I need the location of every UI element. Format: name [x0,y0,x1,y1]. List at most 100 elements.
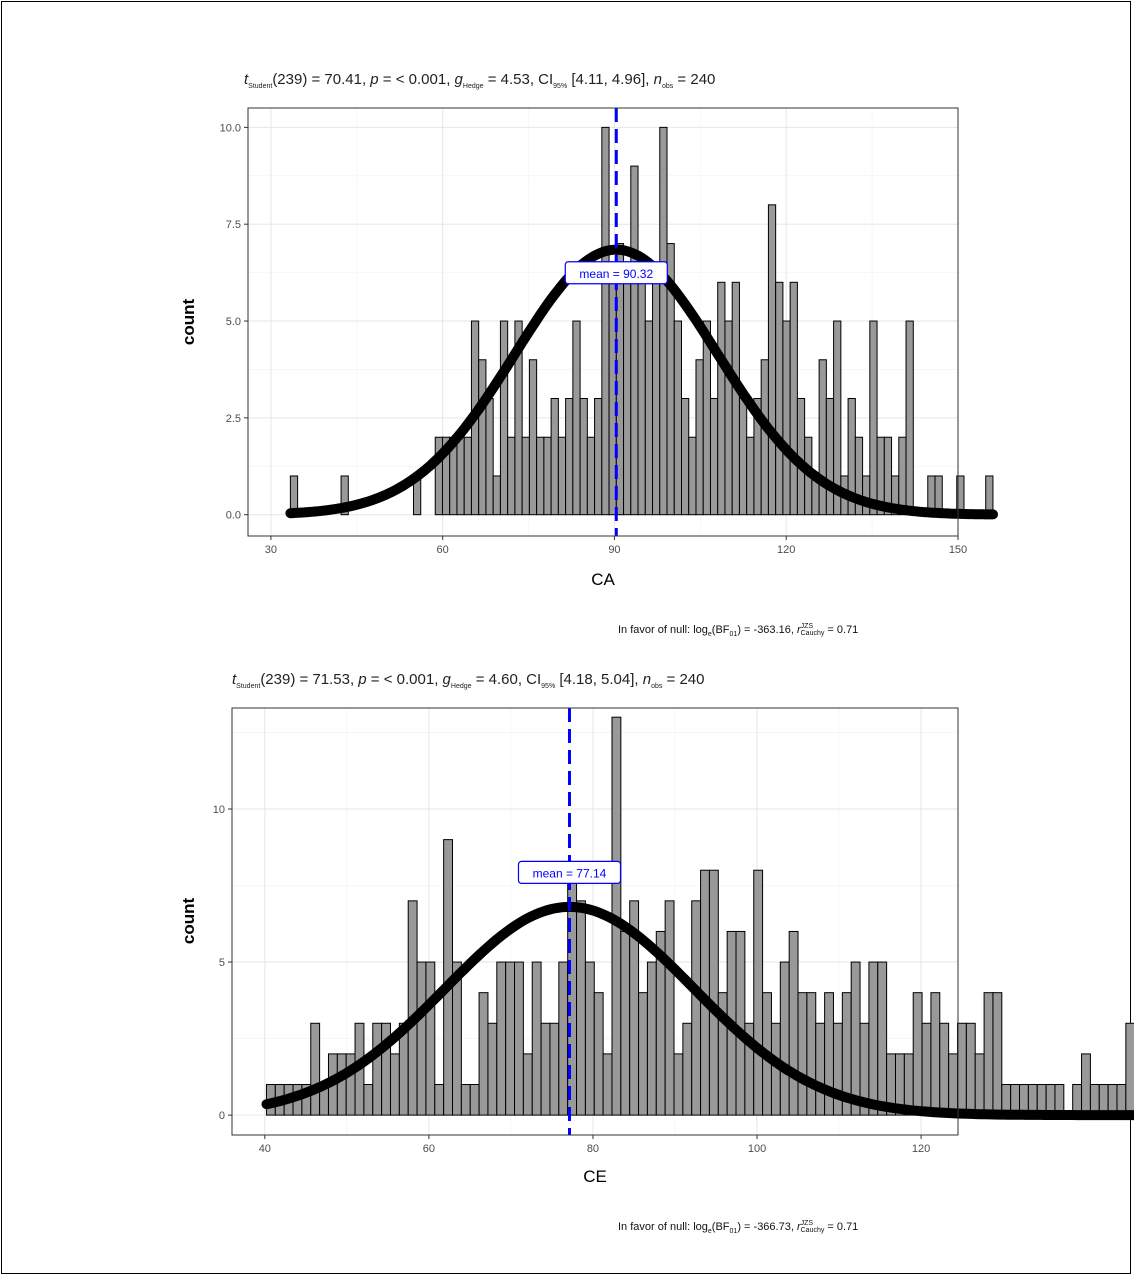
y-axis-label: count [179,898,198,945]
histogram-bar [905,320,914,516]
bf-label: (BF [711,1220,730,1233]
t-label: t [232,671,237,688]
x-axis-label: CA [591,570,615,589]
histogram-bar [557,436,567,516]
histogram-bar [586,436,596,516]
histogram-bar [416,961,427,1116]
x-tick-label: 40 [259,1143,271,1155]
x-tick-label: 60 [423,1143,435,1155]
x-tick-label: 90 [608,544,620,556]
histogram-bar [782,320,791,516]
histogram-bar [930,992,941,1116]
y-tick-label: 5 [219,957,225,969]
histogram-bar [775,281,784,516]
histogram-bar [673,1053,684,1116]
p-text: = < 0.001, [366,671,443,688]
histogram-bar [868,961,879,1116]
histogram-bar [753,869,764,1116]
caption-top: In favor of null: loge(BF01) = -363.16, … [618,623,858,638]
histogram-bar [939,1022,950,1116]
r-sub: Cauchy [800,630,825,637]
ci-text: [4.18, 5.04], [555,671,643,688]
mean-label: mean = 90.32 [564,261,668,285]
histogram-bar [789,281,798,516]
r-label: r [796,1220,801,1233]
histogram-bar [507,436,516,516]
histogram-bar [825,397,835,516]
histogram-bar [724,320,733,516]
ci-sub: 95% [541,683,556,690]
histogram-bar [310,1022,321,1116]
panel-border [247,107,959,537]
histogram-bar [522,1053,533,1116]
histogram-bar [709,397,719,516]
df-text: (239) = 70.41, [272,71,371,88]
histogram-bar [496,961,507,1116]
bf-sub: 01 [729,1228,738,1236]
histogram-bar [691,900,702,1116]
histogram-bar [514,320,523,516]
histogram-bar [985,475,994,516]
histogram-bar [992,992,1003,1116]
histogram-bar [456,436,465,516]
histogram-bar [531,961,542,1116]
histogram-bar [735,930,746,1116]
histogram-bar [478,992,489,1116]
histogram-bar [682,1022,693,1116]
x-tick-label: 80 [587,1143,599,1155]
histogram-bar [818,359,827,516]
histogram-bar [746,436,755,516]
r-label: r [796,623,801,636]
histogram-bar [579,397,588,516]
n-sub: obs [651,683,663,690]
histogram-bar [869,320,878,516]
histogram-bar [688,436,697,516]
histogram-bar [637,281,646,516]
histogram-bar [407,900,418,1116]
log-sub: e [707,631,712,639]
histogram-bar [659,126,668,516]
histogram-bar [832,1022,843,1116]
histogram-bar [425,961,436,1116]
histogram-bar [760,359,769,516]
x-tick-label: 150 [949,544,967,556]
x-tick-label: 60 [437,544,449,556]
r-text: = 0.71 [824,623,859,636]
t-sub: Student [236,683,261,690]
t-label: t [244,71,249,88]
r-sub: Cauchy [800,1227,825,1234]
histogram-bar [912,992,923,1116]
histogram-bar [499,320,509,516]
histogram-bar [664,900,675,1116]
histogram-bar [695,359,704,516]
histogram-bar [594,397,603,516]
panel-top: mean = 90.32 30 60 90 120 150 0.0 2.5 5.0 7.5 10.0… [179,107,998,589]
histogram-bar [957,1022,967,1116]
histogram-bar [492,475,501,516]
histogram-bar [638,992,648,1116]
histogram-bar [336,1053,347,1116]
n-label: n [653,71,662,88]
y-tick-label: 5.0 [226,316,241,328]
histogram-bar [646,961,657,1116]
histogram-bar [608,281,617,516]
histogram-bar [681,397,690,516]
caption-prefix: In favor of null: log [618,623,708,636]
histogram-bar [877,961,888,1116]
histogram-bar [731,281,740,516]
histogram-bar [983,992,994,1116]
histogram-bar [797,992,808,1116]
caption-prefix: In favor of null: log [618,1220,708,1233]
ci-text: [4.11, 4.96], [567,71,654,88]
histogram-bar [487,1022,498,1116]
histogram-bar [460,1083,471,1116]
panel-border [231,707,959,1136]
p-label: p [370,71,379,88]
y-tick-label: 0.0 [226,510,241,522]
histogram-bar [372,1022,383,1116]
histogram-bar [572,320,581,516]
histogram-bar [921,1022,932,1116]
histogram-bar [543,436,552,516]
